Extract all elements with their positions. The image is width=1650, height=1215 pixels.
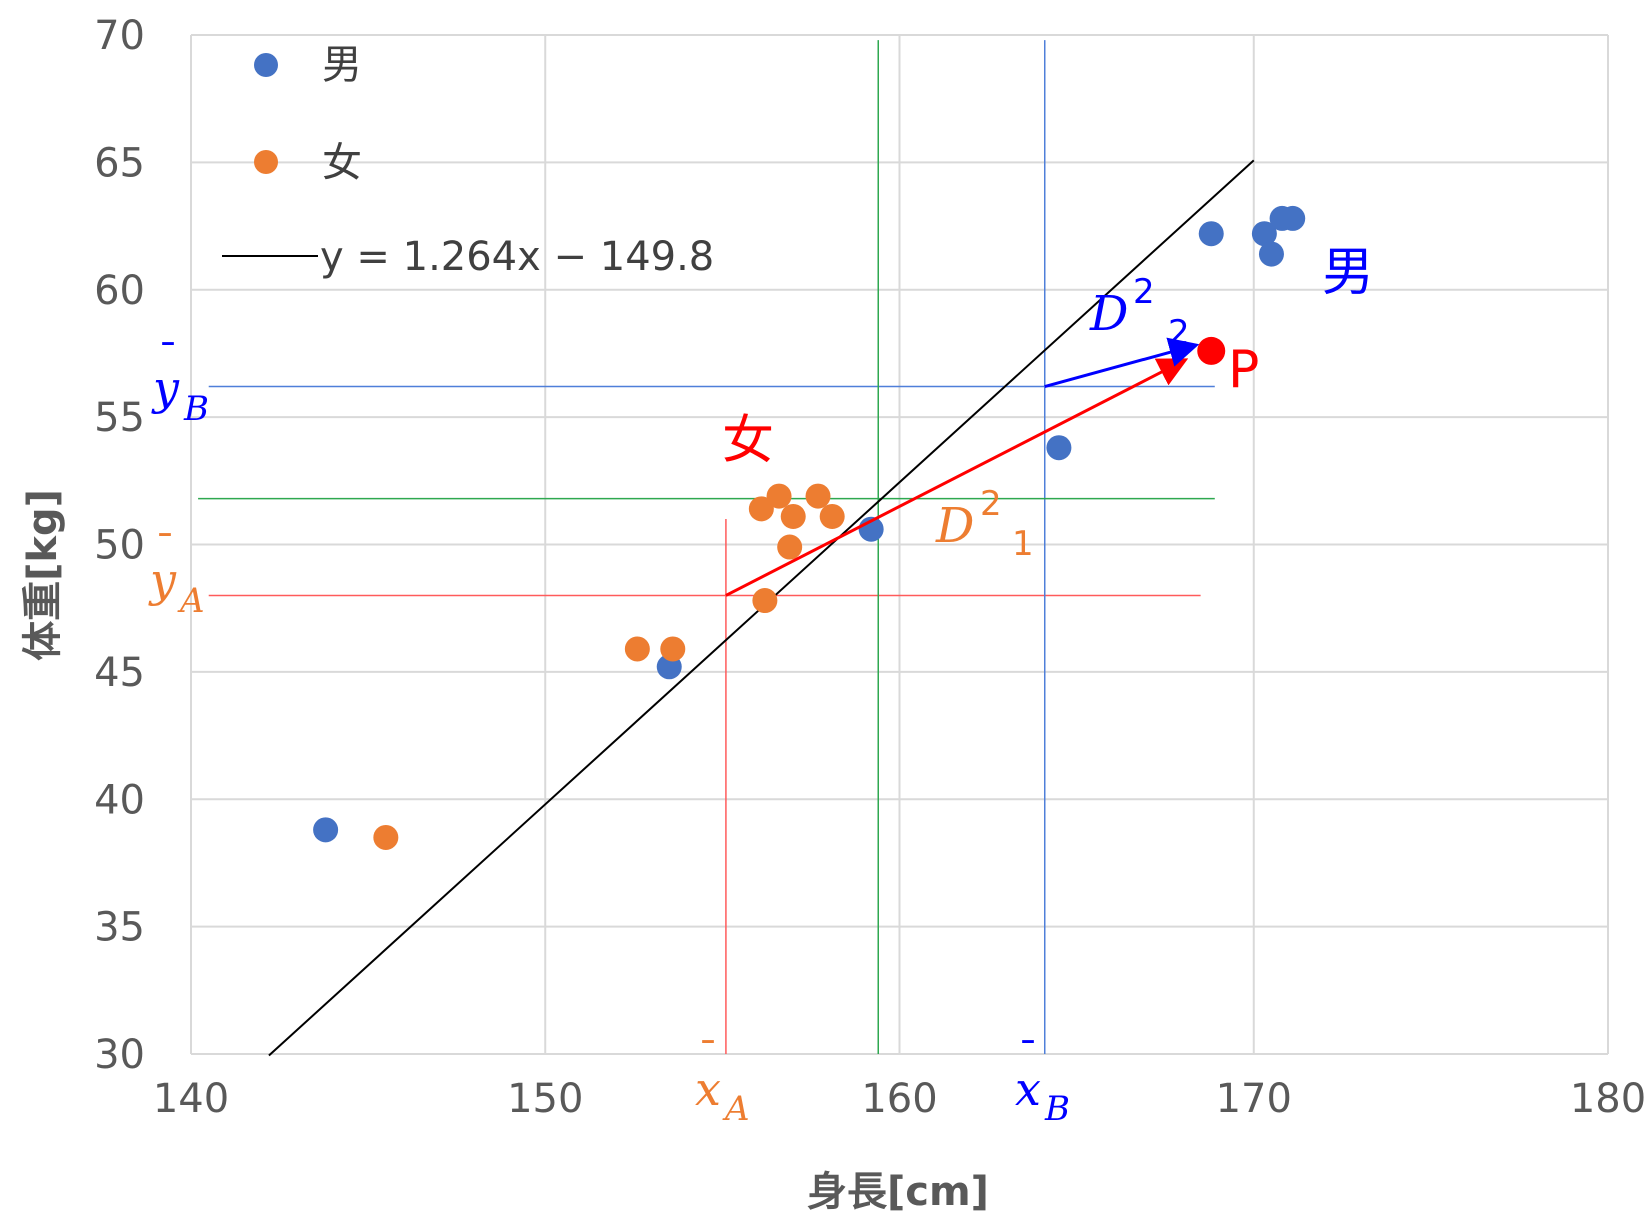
legend-marker-female (254, 150, 278, 174)
data-point-s1-5 (766, 483, 792, 509)
svg-text:y: y (151, 361, 180, 415)
y-tick-label-0: 30 (94, 1032, 145, 1078)
data-point-s0-5 (1251, 221, 1277, 247)
svg-text:B: B (183, 389, 209, 429)
svg-text:1: 1 (1012, 524, 1034, 564)
svg-text:A: A (177, 581, 205, 621)
x-tick-label-0: 140 (153, 1076, 229, 1122)
y-tick-label-6: 60 (94, 268, 145, 314)
data-point-s1-0 (373, 824, 399, 850)
svg-text:D: D (935, 498, 974, 554)
svg-text:¯: ¯ (155, 527, 175, 573)
grid-lines (190, 34, 1609, 1055)
x-tick-label-2: 160 (861, 1076, 937, 1122)
data-point-s1-9 (819, 503, 845, 529)
mean-label-yB: y ¯ B (151, 336, 209, 429)
svg-text:¯: ¯ (1018, 1034, 1038, 1080)
point-p-label: P (1228, 340, 1259, 400)
svg-text:x: x (695, 1062, 721, 1116)
y-tick-label-5: 55 (94, 395, 145, 441)
data-point-s1-1 (624, 636, 650, 662)
legend: 男 女 y = 1.264x − 149.8 (222, 42, 714, 280)
distance-arrow-1 (1044, 337, 1200, 389)
data-points (313, 205, 1306, 850)
y-tick-label-3: 45 (94, 650, 145, 696)
x-tick-label-3: 170 (1216, 1076, 1292, 1122)
distance-arrow-0 (725, 358, 1189, 597)
svg-text:B: B (1044, 1089, 1070, 1129)
mean-label-xB: x ¯ B (1015, 1034, 1070, 1129)
reference-lines (198, 40, 1215, 1054)
x-tick-label-4: 180 (1570, 1076, 1646, 1122)
legend-label-female: 女 (322, 140, 362, 186)
svg-text:¯: ¯ (158, 336, 178, 382)
legend-label-male: 男 (322, 42, 362, 88)
data-point-s1-4 (748, 496, 774, 522)
y-tick-label-4: 50 (94, 523, 145, 569)
tick-labels: 140 150 160 170 180 30 35 40 45 50 55 60 65 70 (94, 13, 1646, 1122)
x-axis-title: 身長[cm] (807, 1169, 989, 1215)
svg-text:x: x (1015, 1062, 1041, 1116)
y-tick-label-7: 65 (94, 140, 145, 186)
y-tick-label-8: 70 (94, 13, 145, 59)
svg-text:y: y (148, 553, 177, 607)
group-label-female: 女 (722, 411, 774, 471)
mean-label-yA: y ¯ A (148, 527, 205, 621)
legend-marker-male (254, 53, 278, 77)
y-axis-title: 体重[kg] (20, 489, 66, 661)
point-p (1197, 336, 1226, 365)
data-point-s1-6 (780, 503, 806, 529)
svg-text:D: D (1089, 286, 1128, 342)
x-tick-label-1: 150 (507, 1076, 583, 1122)
data-point-s1-7 (777, 534, 803, 560)
data-point-s0-6 (1258, 241, 1284, 267)
y-tick-label-1: 35 (94, 905, 145, 951)
d2-1-label: D 2 1 (935, 484, 1034, 564)
data-point-s0-0 (313, 817, 339, 843)
d2-2-label: D 2 2 (1089, 272, 1190, 353)
data-point-s1-3 (752, 588, 778, 614)
svg-text:2: 2 (1133, 272, 1155, 312)
legend-trendline-label: y = 1.264x − 149.8 (320, 234, 714, 280)
data-point-s1-8 (805, 483, 831, 509)
svg-text:A: A (722, 1089, 750, 1129)
mean-label-xA: x ¯ A (695, 1034, 750, 1129)
data-point-s0-3 (1046, 435, 1072, 461)
data-point-s1-2 (660, 636, 686, 662)
svg-text:¯: ¯ (698, 1034, 718, 1080)
svg-text:2: 2 (1168, 313, 1190, 353)
distance-arrows (725, 336, 1226, 597)
y-tick-label-2: 40 (94, 777, 145, 823)
data-point-s0-8 (1280, 205, 1306, 231)
data-point-s0-4 (1198, 221, 1224, 247)
group-label-male: 男 (1322, 243, 1374, 303)
svg-text:2: 2 (980, 484, 1002, 524)
